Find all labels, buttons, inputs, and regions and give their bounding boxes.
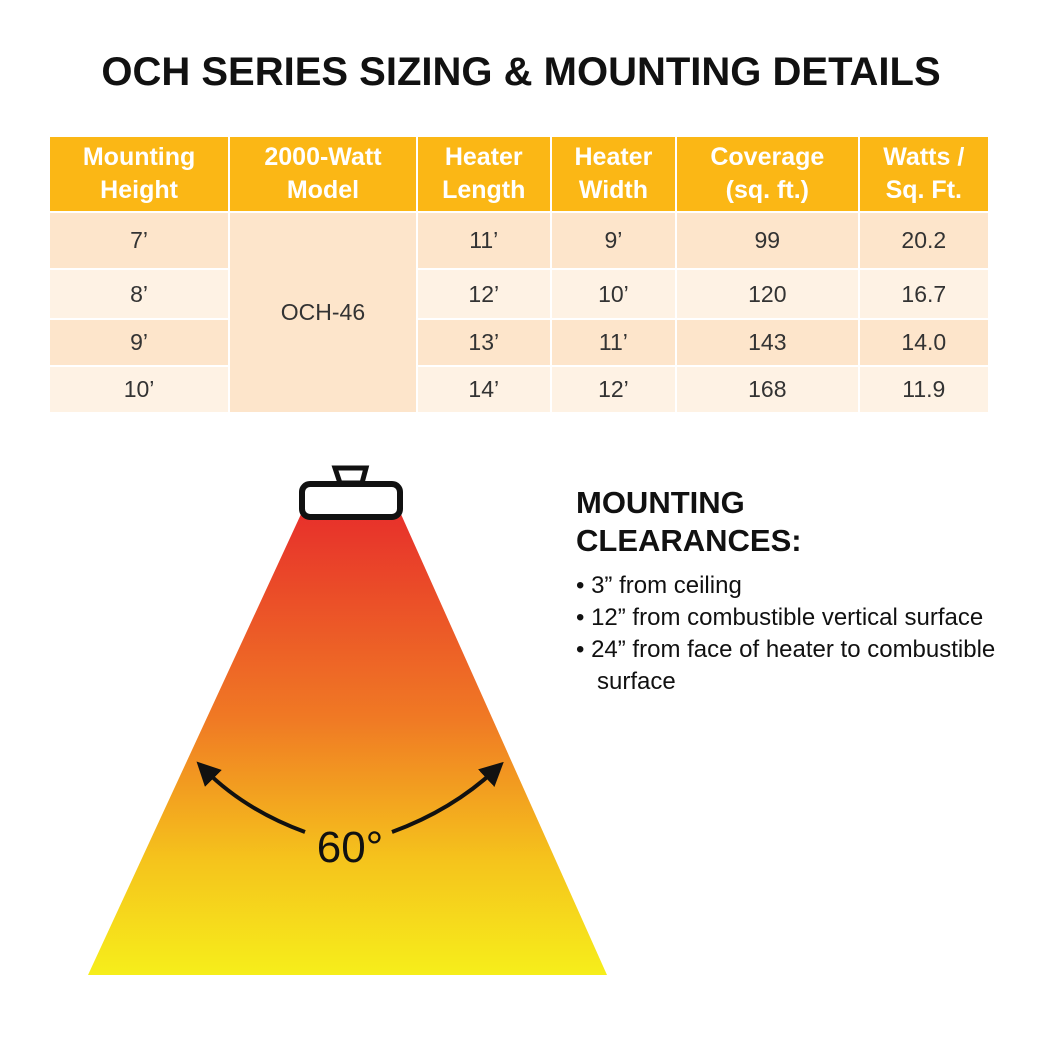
header-line: Heater <box>444 143 523 171</box>
cell: 11’ <box>417 213 550 268</box>
cell: 10’ <box>50 367 229 412</box>
clearance-item: 3” from ceiling <box>576 570 996 602</box>
table-row: 9’ 13’ 11’ 143 14.0 <box>50 320 988 365</box>
header-line: Length <box>442 176 526 204</box>
heat-cone <box>88 512 607 975</box>
cell: 10’ <box>551 270 676 318</box>
cell: 20.2 <box>859 213 988 268</box>
clearance-item: 24” from face of heater to combustible s… <box>576 634 996 698</box>
cell: 12’ <box>417 270 550 318</box>
cell: 9’ <box>551 213 676 268</box>
column-header: 2000-Watt Model <box>230 137 416 211</box>
model-cell: OCH-46 <box>230 213 416 412</box>
table-row: 8’ 12’ 10’ 120 16.7 <box>50 270 988 318</box>
table-row: 10’ 14’ 12’ 168 11.9 <box>50 367 988 412</box>
cell: 8’ <box>50 270 229 318</box>
header-line: Model <box>286 176 360 204</box>
header-line: (sq. ft.) <box>725 176 809 204</box>
angle-arrow <box>196 761 306 834</box>
cell: 14.0 <box>859 320 988 365</box>
angle-label: 60° <box>317 823 384 872</box>
clearances-heading: MOUNTING CLEARANCES: <box>576 485 802 558</box>
column-header: Heater Length <box>417 137 550 211</box>
clearance-item: 12” from combustible vertical surface <box>576 602 996 634</box>
header-line: Width <box>578 176 649 204</box>
column-header: Mounting Height <box>50 137 229 211</box>
sizing-table: Mounting Height 2000-Watt Model Heater Length… <box>48 135 990 414</box>
clearances: MOUNTING CLEARANCES: 3” from ceiling12” … <box>576 484 996 698</box>
column-header: Heater Width <box>551 137 676 211</box>
column-header: Watts / Sq. Ft. <box>859 137 988 211</box>
clearances-list: 3” from ceiling12” from combustible vert… <box>576 570 996 698</box>
angle-arrow <box>391 761 504 834</box>
header-line: Coverage <box>710 143 825 171</box>
cell: 14’ <box>417 367 550 412</box>
heater-mount <box>331 465 370 486</box>
header-line: Height <box>100 176 178 204</box>
cell: 7’ <box>50 213 229 268</box>
column-header: Coverage (sq. ft.) <box>677 137 858 211</box>
header-line: Heater <box>574 143 653 171</box>
header-line: 2000-Watt <box>264 143 382 171</box>
header-line: Watts / <box>883 143 965 171</box>
header-line: Mounting <box>82 143 196 171</box>
cell: 9’ <box>50 320 229 365</box>
title: OCH SERIES SIZING & MOUNTING DETAILS <box>101 50 941 94</box>
cell: 12’ <box>551 367 676 412</box>
header-line: Sq. Ft. <box>885 176 962 204</box>
cell: 143 <box>677 320 858 365</box>
cell: 11’ <box>551 320 676 365</box>
cell: 120 <box>677 270 858 318</box>
table-row: 7’ OCH-46 11’ 9’ 99 20.2 <box>50 213 988 412</box>
cell: 16.7 <box>859 270 988 318</box>
cell: 99 <box>677 213 858 268</box>
heater <box>299 481 403 520</box>
cell: 13’ <box>417 320 550 365</box>
cell: 11.9 <box>859 367 988 412</box>
cell: 168 <box>677 367 858 412</box>
